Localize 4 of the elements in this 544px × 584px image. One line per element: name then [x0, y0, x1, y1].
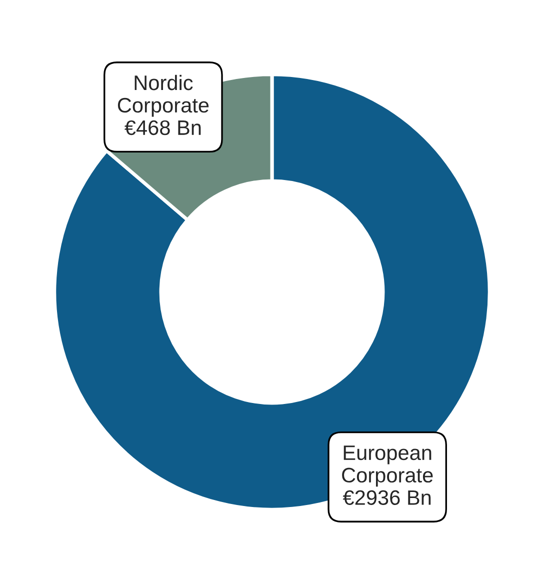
data-label: €468 Bn [124, 120, 201, 136]
data-label: €2936 Bn [342, 490, 431, 505]
slice-label: Nordic Corporate [118, 74, 209, 117]
slice-label: European Corporate [342, 446, 433, 487]
